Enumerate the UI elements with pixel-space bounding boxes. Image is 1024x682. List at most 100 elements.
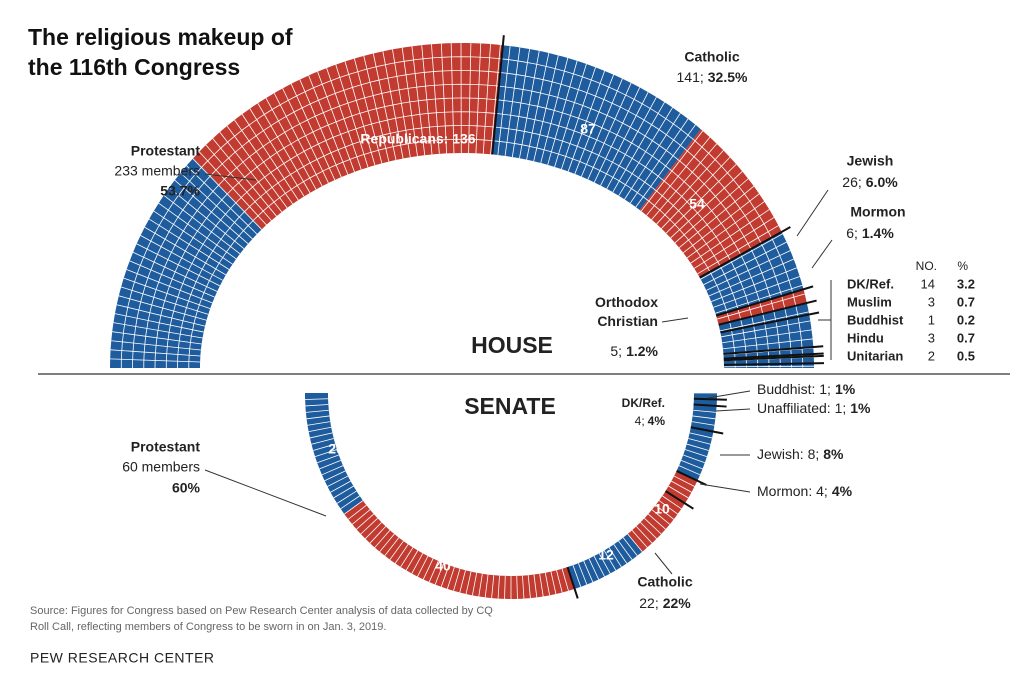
table-cell: 0.7 <box>957 294 975 309</box>
arcs <box>110 35 824 599</box>
group-divider <box>566 566 579 599</box>
seat-grid <box>612 102 665 193</box>
seat-grid <box>148 218 230 270</box>
seat-grid <box>674 178 749 244</box>
data-label: 12 <box>598 547 614 563</box>
group-detail: 141; 32.5% <box>677 69 748 85</box>
seat-grid <box>684 449 708 458</box>
seat-grid <box>372 53 397 161</box>
seat-grid <box>722 338 813 350</box>
table: DK/Ref. 14 3.2 Muslim 3 0.7 Buddhist 1 0.2 Hindu 3… <box>847 276 975 363</box>
seat-grid <box>400 547 414 568</box>
seat-grid <box>309 432 333 439</box>
party-wedge <box>110 158 262 368</box>
seat-grid <box>374 530 391 548</box>
seat-grid <box>490 44 501 155</box>
seat-grid <box>226 125 288 209</box>
seat-grid <box>658 500 678 515</box>
seat-grid <box>491 575 495 599</box>
group-name: Protestant <box>131 439 201 455</box>
seat-grid <box>165 111 759 368</box>
seat-grid <box>411 553 424 574</box>
leader <box>796 189 829 237</box>
seat-grid <box>692 415 716 420</box>
leader <box>661 317 689 323</box>
seat-grid <box>352 509 371 525</box>
seat-grid <box>168 187 245 250</box>
seat-grid <box>475 43 482 154</box>
data-label: 40 <box>435 558 451 574</box>
seat-grid <box>188 138 736 368</box>
seat-grid <box>472 572 478 596</box>
seat-grid <box>540 57 569 164</box>
seat-grid <box>360 517 378 535</box>
seat-grid <box>192 158 262 230</box>
data-label: Republicans: 136 <box>360 131 475 147</box>
seat-grid <box>422 558 434 580</box>
seat-grid <box>723 365 814 368</box>
seat-grid <box>719 311 809 332</box>
seat-grid <box>353 58 383 164</box>
seat-grid <box>163 195 241 255</box>
table-cell: Unitarian <box>847 348 903 363</box>
group-divider <box>664 490 694 510</box>
seat-grid <box>588 558 600 580</box>
seat-grid <box>706 250 791 291</box>
table-header: % <box>957 259 968 273</box>
seat-grid <box>308 426 332 432</box>
group-name: DK/Ref. <box>622 396 665 410</box>
seat-grid <box>678 465 701 476</box>
seat-grid <box>668 485 689 499</box>
seat-grid <box>417 555 429 577</box>
seat-grid <box>180 172 253 240</box>
group-divider <box>720 311 820 334</box>
seat-grid <box>324 470 346 482</box>
group-name: Jewish <box>847 153 894 169</box>
data-label: 20 <box>328 441 344 457</box>
seat-grid <box>401 47 418 157</box>
seat-grid <box>154 97 770 369</box>
seat-grid <box>670 171 743 239</box>
seat-grid <box>527 575 531 599</box>
group-members: 60 members <box>122 459 200 475</box>
seat-grid <box>306 415 330 420</box>
seat-grid <box>497 575 500 599</box>
data-label: 10 <box>654 501 670 517</box>
seat-grid <box>136 243 221 287</box>
group-wedge <box>676 427 714 481</box>
seat-grid <box>186 165 258 235</box>
group-name: Mormon <box>850 204 905 220</box>
seat-grid <box>577 563 588 585</box>
leader <box>707 390 751 399</box>
seat-grid <box>282 88 329 184</box>
seat-grid <box>622 537 638 557</box>
seat-grid <box>519 50 540 159</box>
group-name: Protestant <box>131 143 201 159</box>
seat-grid <box>347 504 367 520</box>
group-members: Buddhist: 1; <box>757 381 831 397</box>
group-share: 32.5% <box>708 69 748 85</box>
seat-grid <box>132 251 218 292</box>
seat-grid <box>144 226 227 276</box>
seat-grid <box>618 107 673 196</box>
seat-grid <box>648 513 666 530</box>
section-label: SENATE <box>464 393 556 419</box>
seat-grid <box>153 210 233 265</box>
group-wedge <box>699 231 804 316</box>
table-cell: 3 <box>928 294 935 309</box>
seat-grid <box>446 566 455 590</box>
seat-grid <box>593 555 605 577</box>
seat-grid <box>317 71 355 173</box>
seat-grid <box>618 540 633 560</box>
group-members: 22; <box>639 595 658 611</box>
seat-grid <box>440 565 450 587</box>
leader <box>715 408 751 412</box>
seat-grid <box>682 193 760 254</box>
seat-grid <box>111 340 201 351</box>
seat-grid <box>550 571 557 595</box>
seat-grid <box>640 130 704 212</box>
seat-grid <box>369 526 387 544</box>
group-share: 8% <box>823 446 844 462</box>
seat-grid <box>450 43 455 154</box>
